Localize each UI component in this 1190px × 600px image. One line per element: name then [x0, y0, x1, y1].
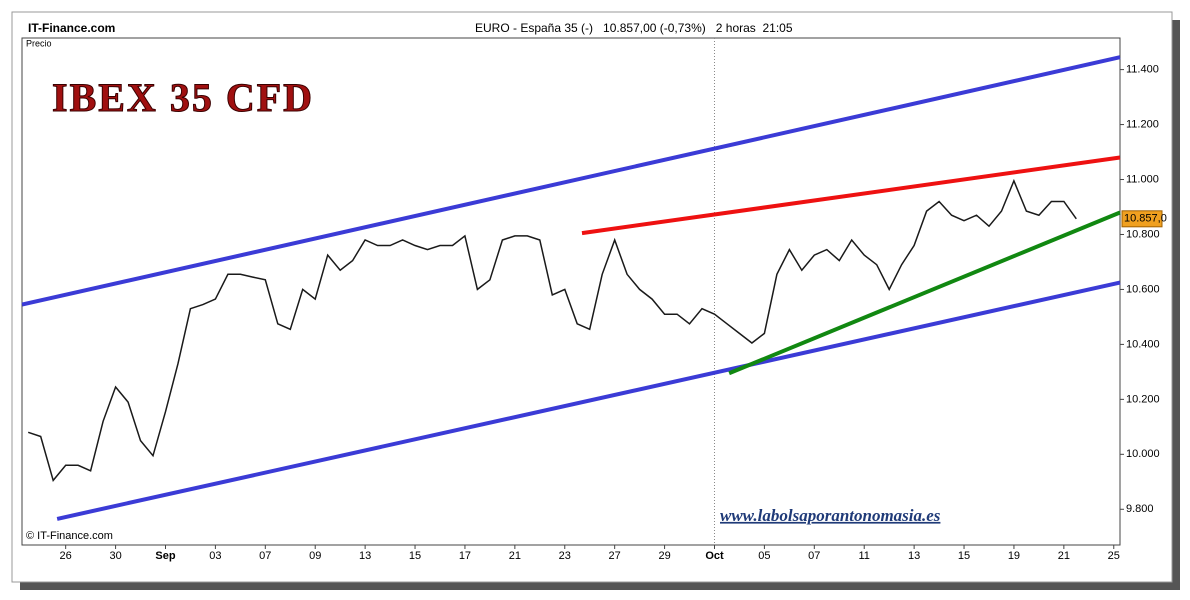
- plot-area: [21, 37, 1121, 546]
- x-tick-label: 27: [609, 550, 621, 562]
- x-tick-label: 03: [209, 550, 221, 562]
- y-tick-label: 10.800: [1126, 228, 1160, 240]
- copyright: © IT-Finance.com: [26, 530, 113, 542]
- x-tick-label: 07: [808, 550, 820, 562]
- x-tick-label: 13: [908, 550, 920, 562]
- y-tick-label: 11.000: [1126, 173, 1159, 185]
- x-tick-label: 23: [559, 550, 571, 562]
- trend-line: [581, 155, 1121, 236]
- last-price-label: 10.857,0: [1124, 213, 1167, 225]
- trend-line: [21, 55, 1121, 307]
- last-price-box: [1121, 210, 1163, 228]
- x-tick-label: 25: [1108, 550, 1120, 562]
- y-tick-label: 9.800: [1126, 503, 1154, 515]
- x-tick-label: 17: [459, 550, 471, 562]
- x-tick-label: 07: [259, 550, 271, 562]
- watermark: IBEX 35 CFD: [52, 75, 314, 120]
- chart-title: EURO - España 35 (-) 10.857,00 (-0,73%) …: [475, 21, 793, 35]
- y-tick-label: 10.600: [1126, 283, 1160, 295]
- source: IT-Finance.com: [28, 21, 115, 35]
- x-tick-label: 26: [60, 550, 72, 562]
- x-tick-label: 09: [309, 550, 321, 562]
- y-tick-label: 10.400: [1126, 338, 1160, 350]
- y-tick-label: 11.400: [1126, 64, 1159, 76]
- y-tick-label: 11.200: [1126, 118, 1159, 130]
- x-tick-label: 29: [658, 550, 670, 562]
- trend-line: [56, 280, 1121, 521]
- x-tick-label: Sep: [155, 550, 175, 562]
- x-tick-label: 05: [758, 550, 770, 562]
- x-tick-label: 21: [1058, 550, 1070, 562]
- y-label: Precio: [26, 38, 52, 48]
- x-tick-label: 30: [109, 550, 121, 562]
- x-tick-label: 11: [859, 550, 870, 562]
- x-tick-label: Oct: [705, 550, 724, 562]
- x-tick-label: 15: [958, 550, 970, 562]
- trend-line: [728, 210, 1121, 376]
- y-tick-label: 10.000: [1126, 448, 1160, 460]
- x-tick-label: 13: [359, 550, 371, 562]
- x-tick-label: 15: [409, 550, 421, 562]
- x-tick-label: 21: [509, 550, 521, 562]
- y-tick-label: 10.200: [1126, 393, 1160, 405]
- price-line: [27, 178, 1077, 482]
- url[interactable]: www.labolsaporantonomasia.es: [720, 506, 941, 525]
- x-tick-label: 19: [1008, 550, 1020, 562]
